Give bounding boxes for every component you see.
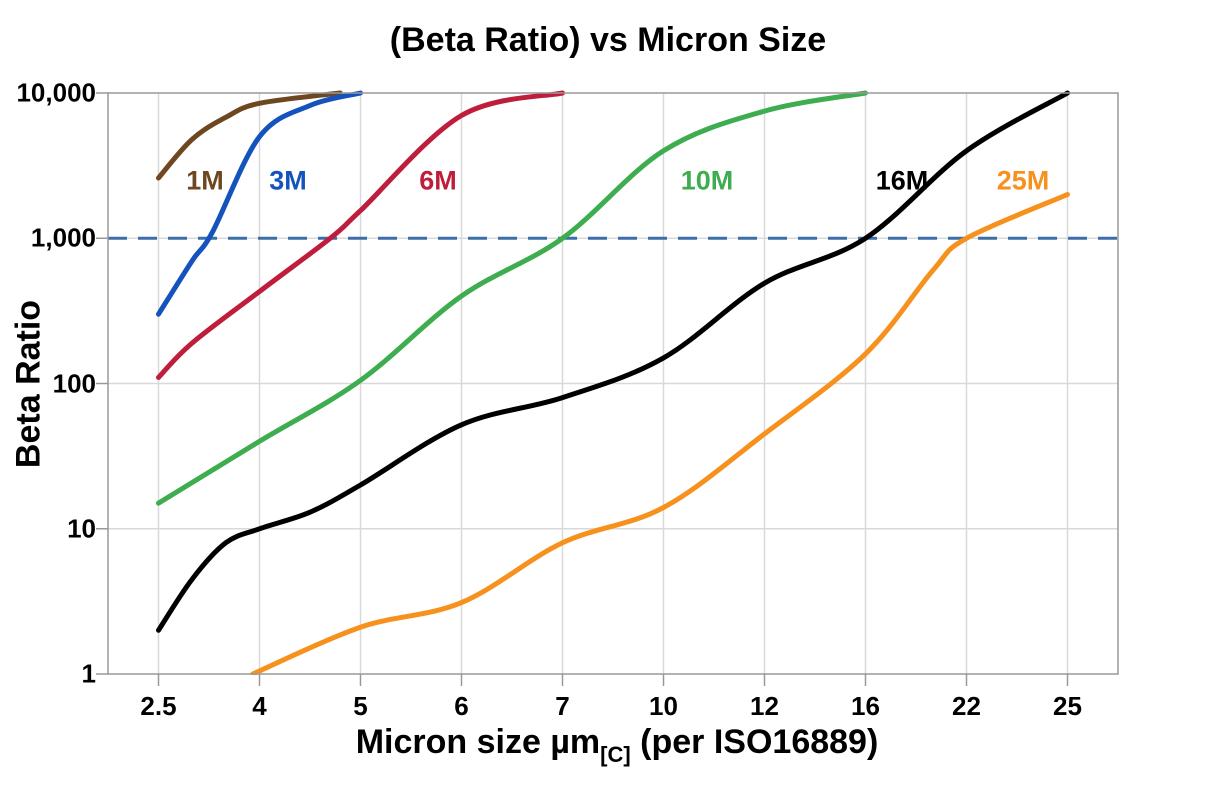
x-tick-label-10: 10 [649, 691, 678, 721]
series-label-25M: 25M [996, 165, 1050, 196]
x-axis-title-prefix: Micron size µm [355, 723, 601, 761]
x-axis-title: Micron size µm[C] (per ISO16889) [356, 723, 879, 768]
curve-10M [156, 90, 868, 506]
curve-6M [156, 90, 565, 380]
x-tick-label-12: 12 [750, 691, 779, 721]
x-tick-label-16: 16 [851, 691, 880, 721]
x-tick-label-5: 5 [353, 691, 368, 721]
x-axis-title-suffix: (per ISO16889) [630, 723, 879, 761]
y-tick-label-1: 1 [81, 658, 96, 689]
curve-16M [156, 90, 1070, 633]
curve-25M [250, 192, 1070, 675]
x-tick-label-4: 4 [252, 691, 267, 721]
chart-title: (Beta Ratio) vs Micron Size [389, 21, 827, 59]
x-tick-label-7: 7 [555, 691, 570, 721]
x-axis-title-subscript: [C] [600, 742, 631, 767]
y-tick-label-1000: 1,000 [30, 222, 96, 253]
curve-1M [156, 90, 343, 181]
y-tick-label-10000: 10,000 [16, 77, 96, 108]
x-tick-label-2.5: 2.5 [140, 691, 177, 721]
curve-3M [156, 90, 363, 317]
x-tick-label-6: 6 [454, 691, 469, 721]
series-label-10M: 10M [680, 165, 734, 196]
series-label-3M: 3M [269, 165, 307, 196]
y-tick-label-10: 10 [67, 513, 96, 544]
x-tick-label-25: 25 [1053, 691, 1082, 721]
series-label-16M: 16M [875, 165, 929, 196]
series-label-1M: 1M [186, 165, 224, 196]
x-tick-label-22: 22 [952, 691, 981, 721]
y-tick-label-100: 100 [52, 368, 96, 398]
series-label-6M: 6M [419, 165, 457, 196]
